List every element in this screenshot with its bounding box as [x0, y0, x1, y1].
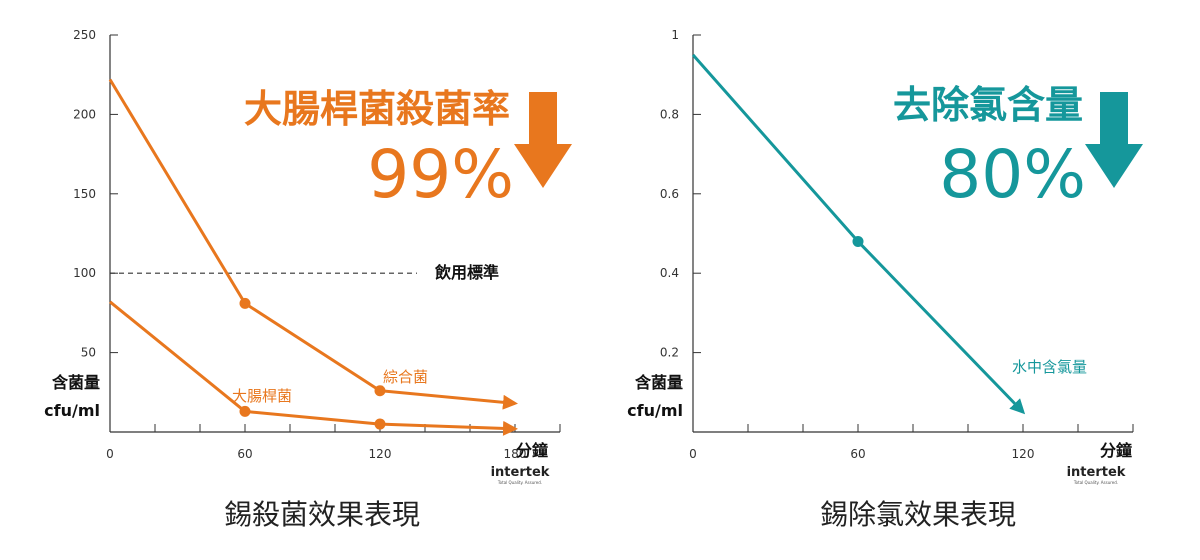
series-label: 水中含氯量	[1012, 358, 1087, 376]
y-axis-label: 含菌量	[635, 373, 683, 392]
y-tick-label: 250	[73, 28, 96, 42]
series-label: 綜合菌	[383, 368, 428, 386]
down-arrow-icon	[1085, 92, 1143, 188]
series-point	[374, 418, 386, 430]
headline-value: 99%	[367, 136, 514, 213]
y-tick-label: 50	[81, 346, 96, 360]
y-tick-label: 0.6	[660, 187, 679, 201]
x-tick-label: 120	[1012, 447, 1035, 461]
y-tick-label: 0.8	[660, 107, 679, 121]
reference-line-label: 飲用標準	[434, 263, 499, 282]
chart-caption: 錫殺菌效果表現	[224, 498, 420, 531]
x-axis-label: 分鐘	[1100, 441, 1132, 460]
y-tick-label: 0.4	[660, 266, 679, 280]
series-point	[239, 405, 251, 417]
series-point	[374, 385, 386, 397]
series-point	[239, 297, 251, 309]
series-line-2	[109, 300, 518, 436]
series-label: 大腸桿菌	[232, 387, 292, 405]
x-tick-label: 180	[504, 447, 527, 461]
series-point	[852, 235, 864, 247]
headline-value: 80%	[939, 136, 1086, 213]
y-axis-label: 含菌量	[52, 373, 100, 392]
x-tick-label: 0	[106, 447, 114, 461]
y-axis-unit: cfu/ml	[627, 401, 683, 420]
x-axis-label: 分鐘	[516, 441, 548, 460]
down-arrow-icon	[514, 92, 572, 188]
chart-caption: 錫除氯效果表現	[820, 498, 1016, 531]
y-tick-label: 200	[73, 107, 96, 121]
y-tick-label: 150	[73, 187, 96, 201]
x-tick-label: 60	[850, 447, 865, 461]
y-tick-label: 0.2	[660, 346, 679, 360]
chart-panel-1: 50 100 150 200 250 0 60 120 180 含菌量 cfu/ml 分鐘 飲用標準綜合…	[44, 28, 572, 531]
y-axis-unit: cfu/ml	[44, 401, 100, 420]
x-tick-label: 60	[237, 447, 252, 461]
intertek-logo: intertek	[491, 465, 550, 480]
x-tick-label: 120	[369, 447, 392, 461]
y-tick-label: 1	[671, 28, 679, 42]
y-tick-label: 100	[73, 266, 96, 280]
chart-panel-2: 0.2 0.4 0.6 0.8 1 0 60 120 含菌量 cfu/ml 分鐘 水中含氯量 去除氯含量…	[627, 28, 1143, 531]
headline-title: 大腸桿菌殺菌率	[244, 87, 510, 131]
x-tick-label: 0	[689, 447, 697, 461]
headline-title: 去除氯含量	[893, 83, 1083, 127]
intertek-logo: intertek	[1067, 465, 1126, 480]
intertek-tagline: Total Quality. Assured.	[497, 480, 542, 485]
series-line-1	[108, 78, 518, 410]
intertek-tagline: Total Quality. Assured.	[1073, 480, 1118, 485]
